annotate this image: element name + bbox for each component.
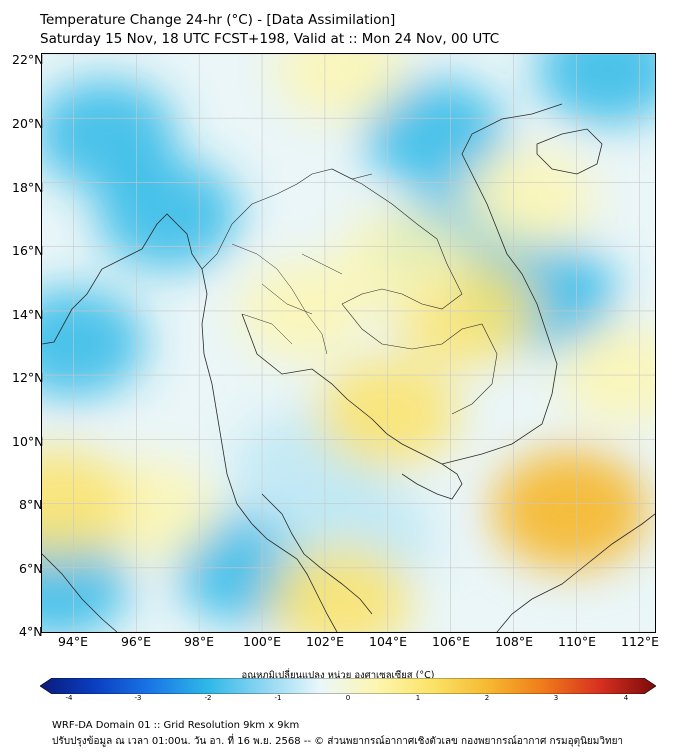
- lat-label-12: 12°N: [12, 370, 44, 385]
- lat-label-16: 16°N: [12, 243, 44, 258]
- lat-label-20: 20°N: [12, 116, 44, 131]
- coastline-borneo: [496, 513, 655, 632]
- lon-label-96: 96°E: [120, 634, 152, 649]
- colorbar-tick-3: 3: [553, 694, 559, 702]
- colorbar-title: อุณหภูมิเปลี่ยนแปลง หน่วย องศาเซลเซียส (…: [241, 670, 435, 681]
- field-blob-warm: [269, 544, 413, 632]
- lon-label-106: 106°E: [431, 634, 471, 649]
- field-blob-warm_light: [275, 54, 406, 121]
- colorbar-tick-4: 4: [623, 694, 629, 702]
- lat-label-14: 14°N: [12, 307, 44, 322]
- coastlines-and-borders: [42, 103, 655, 632]
- lon-label-98: 98°E: [183, 634, 215, 649]
- lon-label-100: 100°E: [242, 634, 282, 649]
- colorbar-tick-minus4: -4: [65, 694, 73, 702]
- border-thai-provinces: [231, 243, 343, 355]
- field-blob-cold: [536, 54, 655, 126]
- colorbar-tick-1: 1: [415, 694, 421, 702]
- lon-label-102: 102°E: [305, 634, 345, 649]
- coastline-malaya: [261, 493, 373, 615]
- chart-subtitle: Saturday 15 Nov, 18 UTC FCST+198, Valid …: [40, 31, 500, 47]
- colorbar-tick-0: 0: [345, 694, 351, 702]
- field-blob-cold: [42, 79, 177, 190]
- lon-label-110: 110°E: [557, 634, 597, 649]
- coastline-andaman: [42, 213, 338, 632]
- colorbar-gradient: [40, 678, 656, 694]
- lat-label-6: 6°N: [19, 561, 43, 576]
- colorbar: [40, 678, 656, 694]
- lon-label-108: 108°E: [494, 634, 534, 649]
- border-laos: [331, 168, 463, 310]
- field-blob-hot: [492, 449, 649, 570]
- field-blob-warm_light: [338, 209, 469, 310]
- lat-label-18: 18°N: [12, 180, 44, 195]
- lat-label-10: 10°N: [12, 434, 44, 449]
- coastline-sumatra: [42, 553, 118, 632]
- field-blob-cold: [42, 288, 145, 398]
- colorbar-tick-minus2: -2: [204, 694, 212, 702]
- lat-label-4: 4°N: [19, 624, 43, 639]
- lon-label-104: 104°E: [368, 634, 408, 649]
- chart-title: Temperature Change 24-hr (°C) - [Data As…: [40, 12, 396, 28]
- field-blob-cold: [363, 79, 507, 190]
- footer-update-info: ปรับปรุงข้อมูล ณ เวลา 01:00น. วัน อา. ที…: [52, 736, 624, 747]
- footer-model-info: WRF-DA Domain 01 :: Grid Resolution 9km …: [52, 720, 300, 731]
- coastline-gulf: [241, 313, 463, 500]
- lat-label-8: 8°N: [19, 497, 43, 512]
- colorbar-tick-2: 2: [484, 694, 490, 702]
- border-cambodia: [341, 303, 498, 415]
- map-area: [41, 53, 656, 633]
- lon-label-94: 94°E: [57, 634, 89, 649]
- lat-label-22: 22°N: [12, 52, 44, 67]
- temperature-map: [42, 54, 655, 632]
- coastline-hainan: [536, 128, 603, 175]
- lon-label-112: 112°E: [620, 634, 660, 649]
- colorbar-tick-minus3: -3: [134, 694, 142, 702]
- coastline-vietnam: [441, 103, 563, 465]
- colorbar-tick-minus1: -1: [274, 694, 282, 702]
- field-blob-warm_light: [464, 148, 595, 249]
